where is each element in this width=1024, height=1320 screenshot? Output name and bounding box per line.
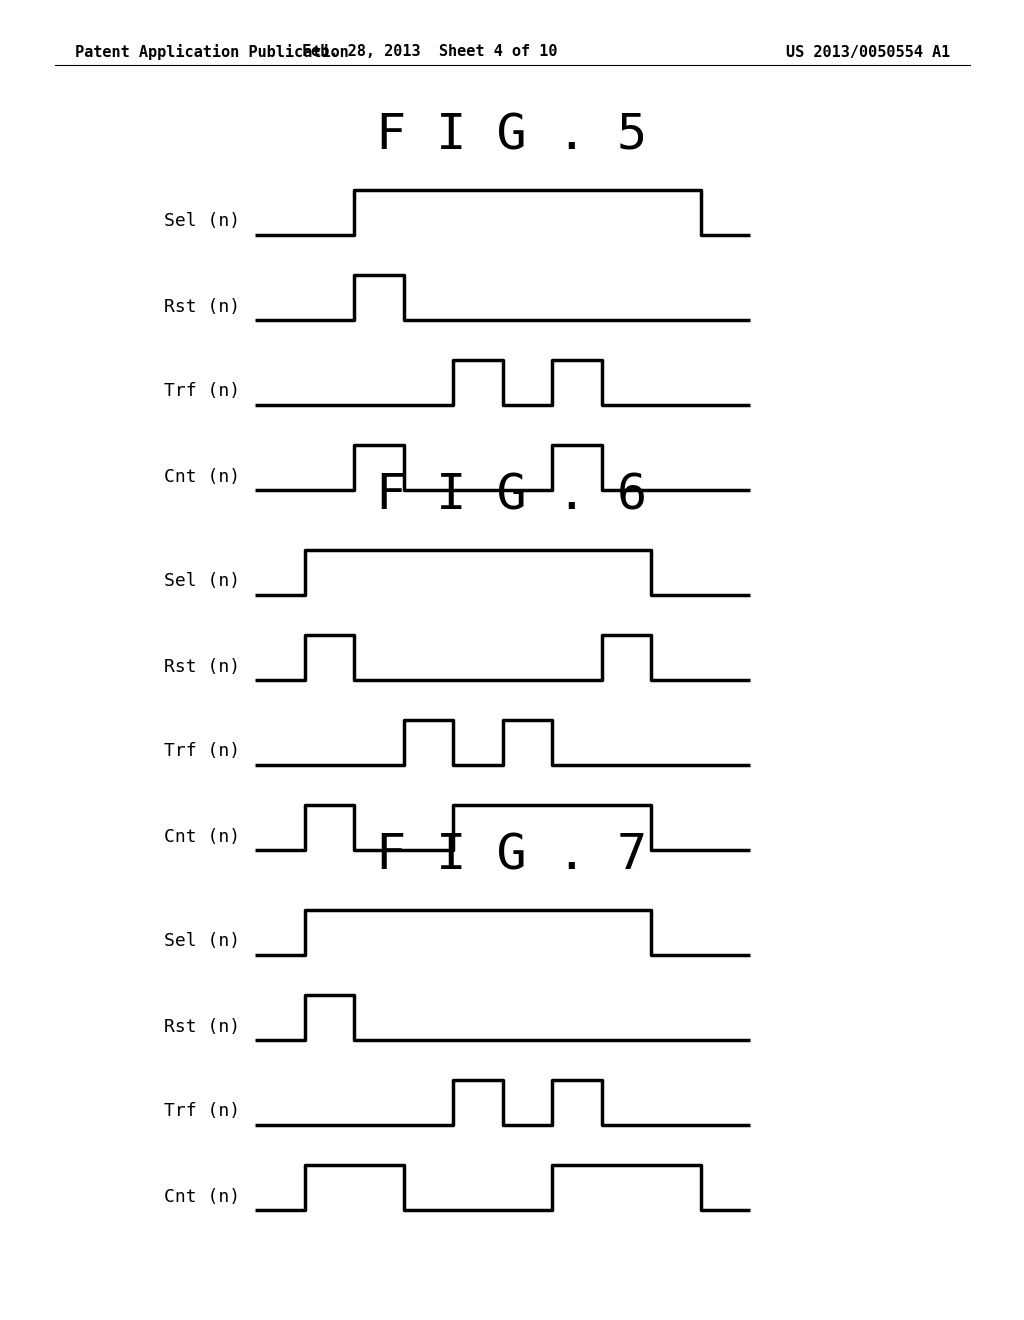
Text: F I G . 6: F I G . 6 <box>377 471 647 519</box>
Text: Sel (n): Sel (n) <box>164 932 240 950</box>
Text: US 2013/0050554 A1: US 2013/0050554 A1 <box>785 45 950 59</box>
Text: Feb. 28, 2013  Sheet 4 of 10: Feb. 28, 2013 Sheet 4 of 10 <box>302 45 558 59</box>
Text: Cnt (n): Cnt (n) <box>164 828 240 846</box>
Text: Patent Application Publication: Patent Application Publication <box>75 44 349 59</box>
Text: Cnt (n): Cnt (n) <box>164 1188 240 1205</box>
Text: Rst (n): Rst (n) <box>164 657 240 676</box>
Text: Trf (n): Trf (n) <box>164 383 240 400</box>
Text: Trf (n): Trf (n) <box>164 1102 240 1121</box>
Text: Sel (n): Sel (n) <box>164 573 240 590</box>
Text: Rst (n): Rst (n) <box>164 1018 240 1035</box>
Text: F I G . 5: F I G . 5 <box>377 111 647 158</box>
Text: Sel (n): Sel (n) <box>164 213 240 231</box>
Text: Cnt (n): Cnt (n) <box>164 467 240 486</box>
Text: F I G . 7: F I G . 7 <box>377 832 647 879</box>
Text: Rst (n): Rst (n) <box>164 297 240 315</box>
Text: Trf (n): Trf (n) <box>164 742 240 760</box>
